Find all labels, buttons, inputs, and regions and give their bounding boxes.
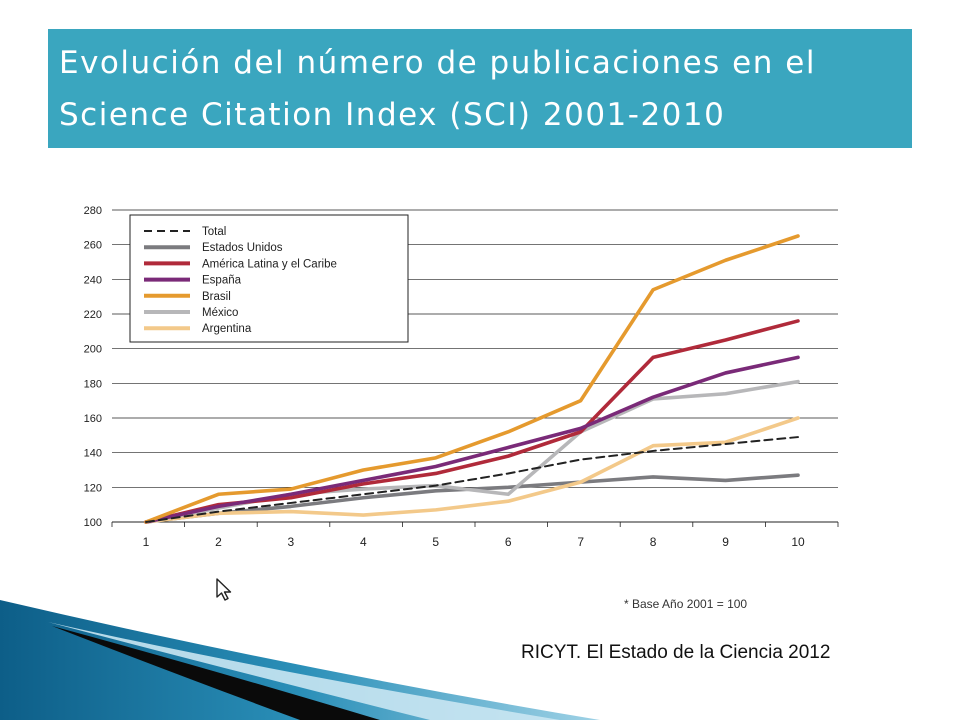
x-tick-label: 4	[360, 535, 367, 549]
x-tick-label: 6	[505, 535, 512, 549]
legend-label: América Latina y el Caribe	[202, 258, 337, 270]
series-line-brasil	[144, 234, 800, 524]
y-tick-label: 180	[84, 378, 102, 390]
series-line-argentina	[144, 416, 800, 524]
legend-label: México	[202, 307, 238, 319]
y-tick-label: 200	[84, 344, 102, 356]
y-tick-label: 120	[84, 482, 102, 494]
title-banner: Evolución del número de publicaciones en…	[48, 29, 912, 148]
y-tick-label: 240	[84, 274, 102, 286]
legend: Total Estados Unidos América Latina y el C…	[129, 214, 409, 343]
y-tick-label: 100	[84, 517, 102, 529]
y-tick-label: 280	[84, 205, 102, 217]
x-tick-label: 10	[791, 535, 805, 549]
y-tick-label: 160	[84, 413, 102, 425]
x-tick-label: 2	[215, 535, 222, 549]
chart-footnote: * Base Año 2001 = 100	[624, 597, 747, 611]
x-tick-label: 9	[722, 535, 729, 549]
legend-label: Total	[202, 226, 226, 238]
axis: 100 120 140 160 180 200 220 240 260 280 1 2 3 4 5 6 7 8 9 1…	[84, 205, 839, 549]
series-line-total	[145, 436, 799, 523]
y-tick-label: 140	[84, 448, 102, 460]
legend-label: España	[202, 275, 242, 287]
mouse-cursor-icon	[216, 578, 232, 601]
series-line-espa-a	[144, 355, 800, 524]
x-tick-label: 8	[650, 535, 657, 549]
series-line-estados-unidos	[144, 473, 800, 524]
x-tick-label: 7	[577, 535, 584, 549]
series-lines	[144, 234, 800, 524]
source-citation: RICYT. El Estado de la Ciencia 2012	[521, 642, 831, 663]
x-tick-label: 1	[143, 535, 150, 549]
line-chart: 100 120 140 160 180 200 220 240 260 280 1 2 3 4 5 6 7 8 9 1…	[84, 205, 839, 611]
x-tick-label: 5	[432, 535, 439, 549]
title-line-2: Science Citation Index (SCI) 2001-2010	[59, 97, 726, 133]
legend-label: Brasil	[202, 291, 231, 303]
x-tick-label: 3	[288, 535, 295, 549]
legend-label: Argentina	[202, 323, 252, 335]
y-tick-label: 220	[84, 309, 102, 321]
decorative-swoosh	[0, 600, 600, 720]
y-tick-label: 260	[84, 240, 102, 252]
title-line-1: Evolución del número de publicaciones en…	[59, 45, 816, 81]
legend-label: Estados Unidos	[202, 242, 283, 254]
